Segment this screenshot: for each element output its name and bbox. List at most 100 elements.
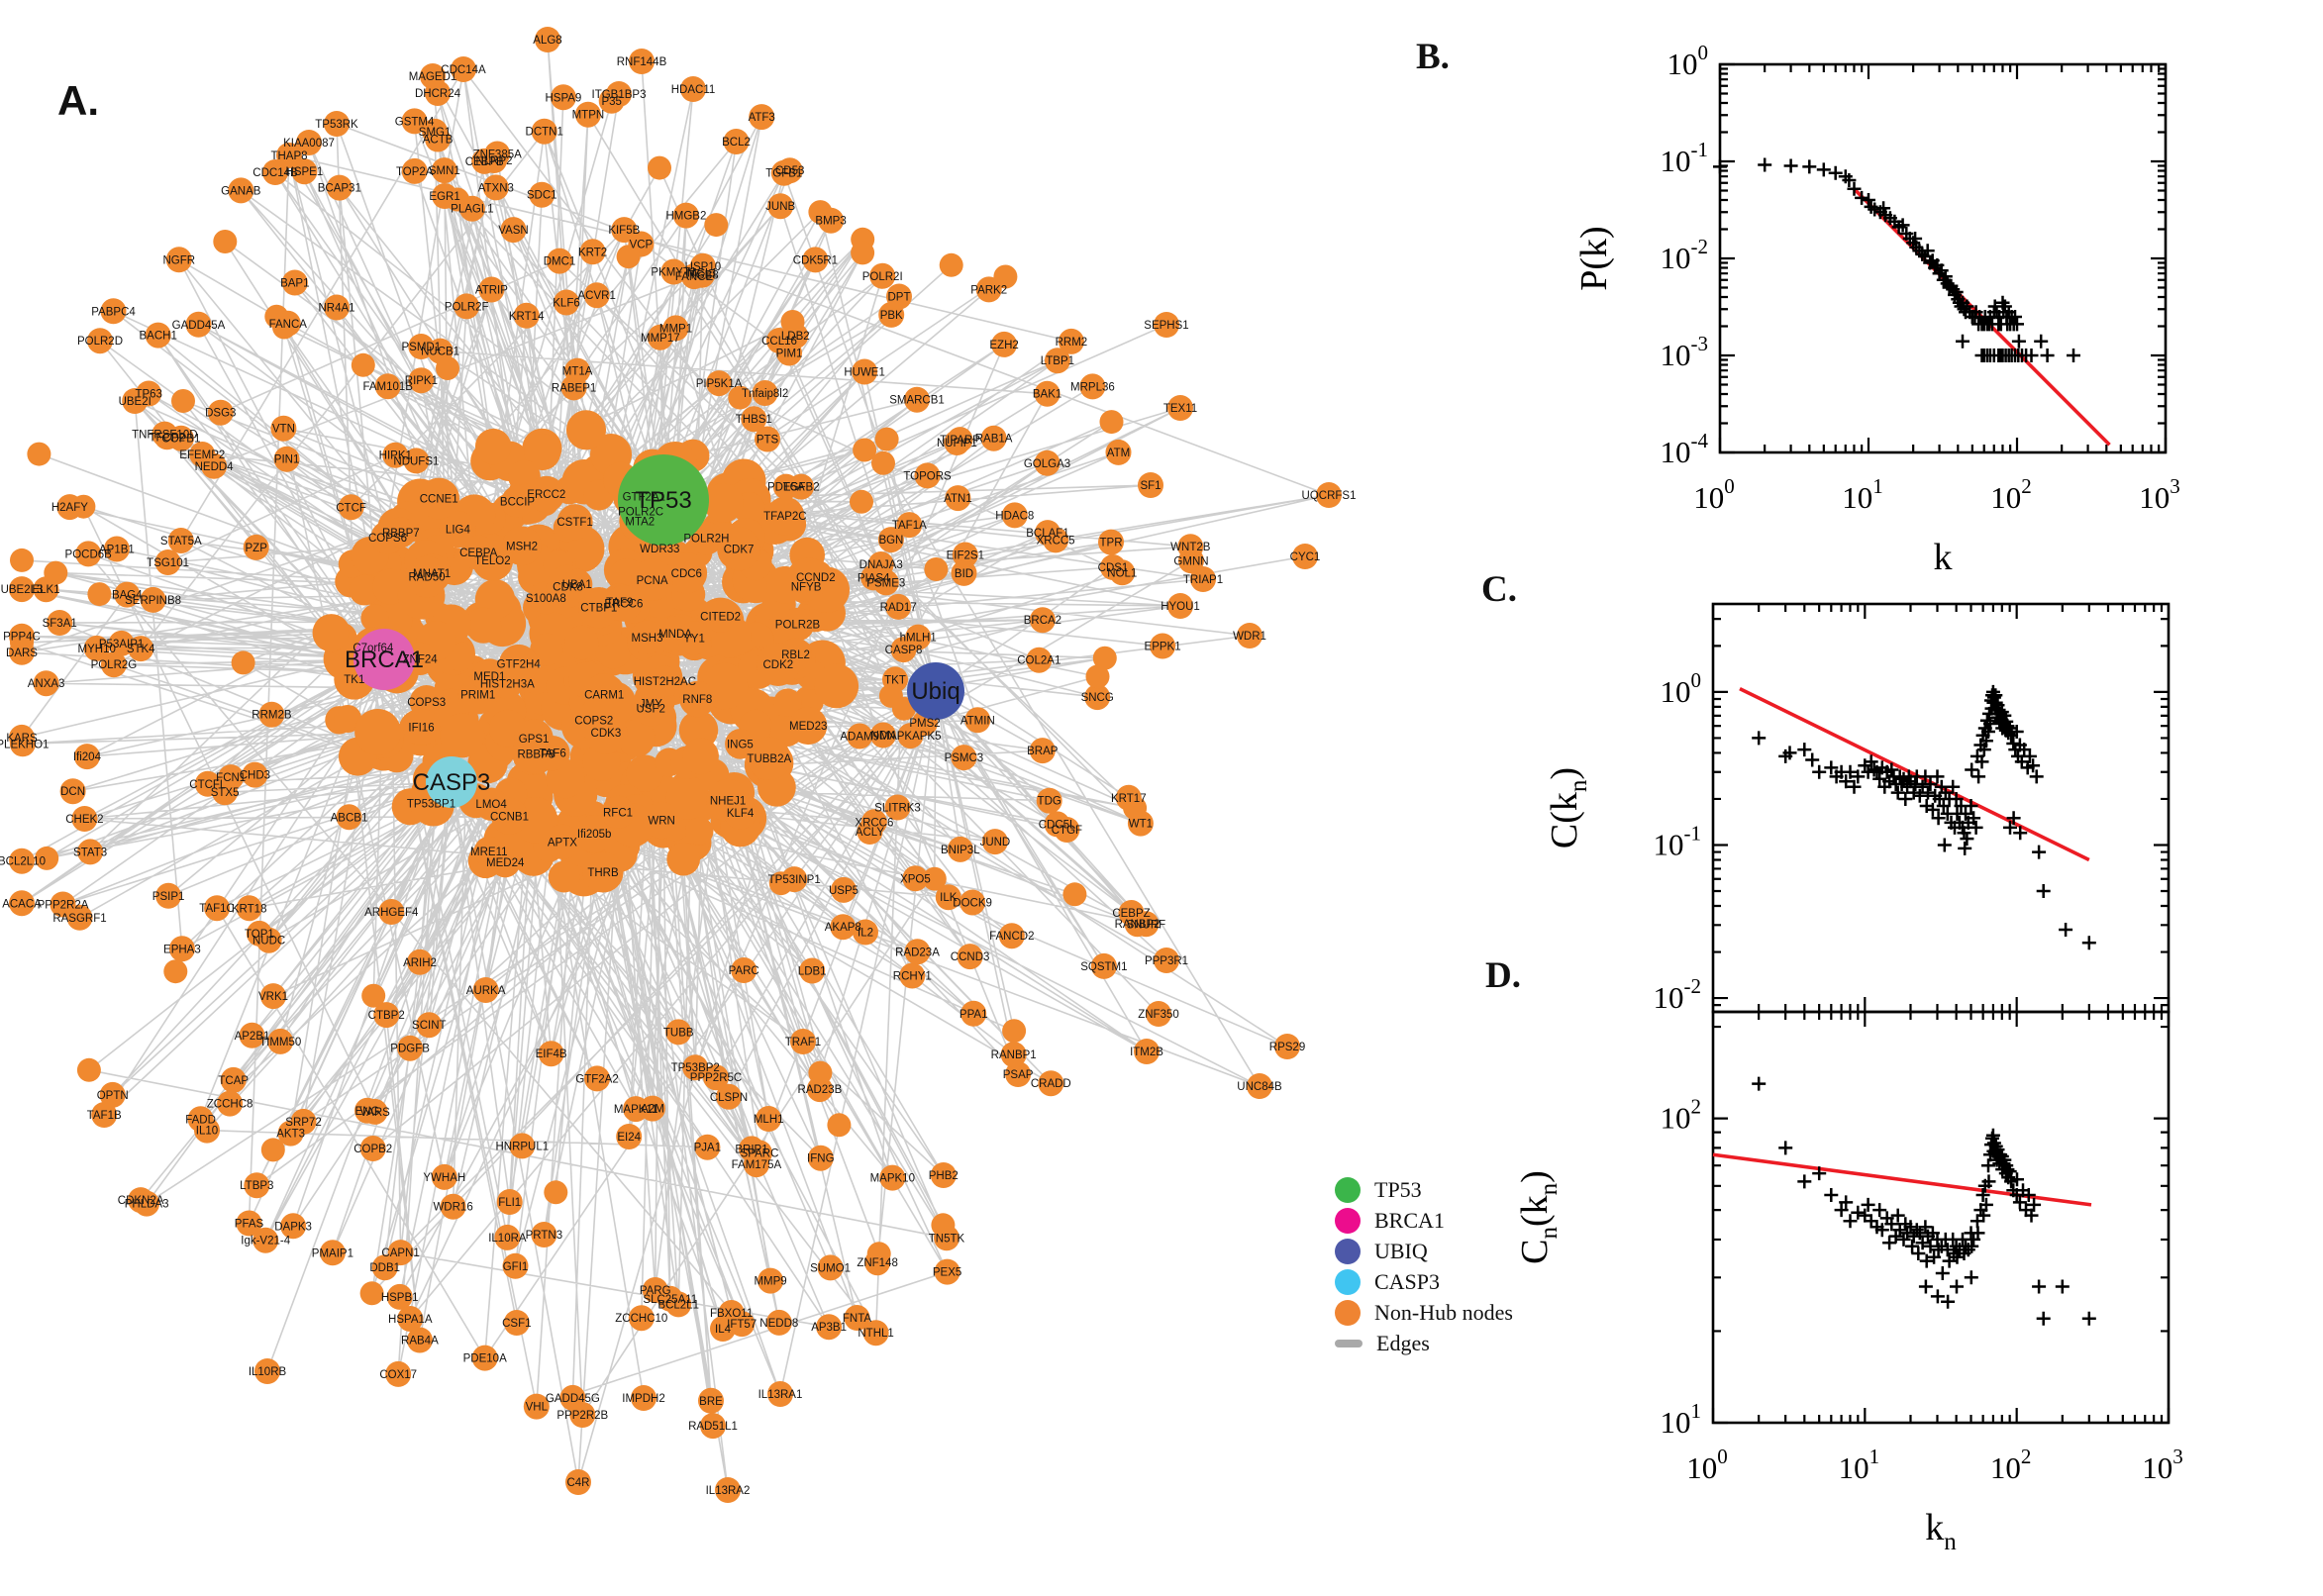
network-node: [255, 927, 282, 953]
network-node: [1118, 900, 1145, 926]
node-label: CEBPZ: [1112, 908, 1150, 920]
network-node: [338, 494, 364, 521]
node-label: MSH3: [632, 633, 663, 645]
network-node: [703, 482, 744, 523]
node-label: CEBPB: [465, 156, 504, 168]
node-label: TDG: [1038, 796, 1061, 808]
network-node: [397, 1035, 424, 1061]
node-label: POLR2C: [618, 507, 663, 519]
network-node: [244, 1172, 270, 1199]
node-label: MAPKAPK5: [880, 731, 942, 743]
node-label: TOPORS: [903, 470, 952, 482]
network-node: [439, 510, 477, 549]
node-label: APTX: [548, 837, 577, 848]
node-label: CEBPA: [459, 548, 497, 559]
x-tick-label: 103: [2142, 1445, 2183, 1485]
network-node: [844, 1305, 870, 1331]
node-label: MNDA: [658, 629, 692, 641]
node-label: PIAS4: [858, 572, 890, 584]
scatter-points: [1752, 1076, 2096, 1326]
node-label: UQCRFS1: [1302, 490, 1357, 502]
network-node: [281, 269, 308, 296]
hub-node-tp53: [618, 454, 709, 546]
node-label: CARM1: [584, 690, 624, 702]
node-label: PPA1: [960, 1009, 988, 1021]
node-label: PABPC4: [91, 306, 136, 318]
node-label: WDR33: [640, 544, 679, 555]
network-node: [425, 80, 451, 106]
network-node: [866, 1242, 891, 1266]
node-label: ATRIP: [475, 285, 508, 297]
node-label: ELK1: [32, 584, 59, 596]
network-node: [945, 485, 971, 512]
network-node: [631, 1385, 656, 1411]
network-node: [1274, 1034, 1300, 1059]
network-node: [808, 1060, 833, 1085]
network-node: [481, 148, 507, 173]
node-label: PLAGL1: [451, 204, 493, 216]
node-label: POLR2B: [775, 620, 821, 632]
node-label: NHEJ1: [710, 795, 746, 807]
node-label: UBA1: [562, 579, 592, 591]
node-label: GPS1: [519, 734, 550, 746]
node-label: PHB2: [929, 1170, 959, 1182]
node-label: BCCIP: [500, 497, 535, 509]
node-label: PMS2: [909, 718, 940, 730]
network-node: [440, 713, 485, 758]
node-label: ENG: [355, 1106, 380, 1118]
node-swatch-icon: [1335, 1268, 1361, 1295]
hub-label-brca1: BRCA1: [345, 647, 424, 673]
node-label: WDR16: [433, 1202, 472, 1214]
network-node: [359, 1281, 384, 1306]
fit-line: [1712, 1152, 2092, 1207]
node-label: ILK: [940, 892, 958, 904]
node-label: TNFRSF10D: [132, 430, 197, 442]
network-node: [324, 111, 350, 137]
node-label: UNC84B: [1237, 1081, 1282, 1093]
network-node: [9, 576, 35, 603]
network-node: [741, 406, 767, 433]
legend-item-tp53: TP53: [1335, 1174, 1513, 1205]
node-label: ATF3: [749, 112, 775, 124]
plot-box: [1718, 62, 2168, 454]
node-label: FADD: [185, 1114, 216, 1126]
network-node: [1098, 529, 1124, 555]
node-label: DCN: [60, 786, 85, 798]
network-node: [445, 187, 469, 212]
node-label: MLH1: [754, 1114, 784, 1126]
y-tick-label: 101: [1661, 1399, 1702, 1440]
network-node: [91, 1102, 118, 1128]
node-label: ERCC6: [604, 598, 643, 610]
network-node: [877, 527, 904, 553]
x-tick-label: 101: [1842, 474, 1883, 515]
network-node: [407, 948, 433, 975]
node-label: CDS1: [1098, 562, 1129, 574]
node-label: USP10: [685, 261, 721, 273]
network-node: [9, 848, 35, 874]
node-label: VHL: [526, 1402, 549, 1414]
network-node: [731, 957, 758, 983]
network-node: [616, 1124, 643, 1149]
network-node: [523, 1393, 550, 1420]
node-label: IFI16: [408, 722, 434, 734]
node-label: BID: [955, 568, 973, 580]
network-node: [509, 1133, 536, 1159]
node-label: ZNF385A: [473, 150, 523, 161]
node-label: GADD45A: [172, 320, 226, 332]
network-node: [931, 1213, 956, 1238]
network-node: [724, 796, 758, 830]
network-node: [87, 582, 112, 607]
node-label: SLITRK3: [874, 803, 921, 815]
node-label: TK1: [344, 674, 364, 686]
node-label: DCTN1: [526, 127, 563, 139]
network-node: [631, 558, 673, 602]
node-label: RAD23A: [895, 947, 940, 958]
network-node: [145, 322, 171, 349]
network-node: [402, 708, 441, 746]
network-node: [239, 1022, 265, 1048]
node-label: MYH10: [78, 644, 116, 655]
node-label: TGFB2: [783, 482, 820, 494]
node-label: CITED2: [700, 612, 741, 624]
network-node: [500, 217, 527, 244]
network-node: [899, 962, 926, 989]
